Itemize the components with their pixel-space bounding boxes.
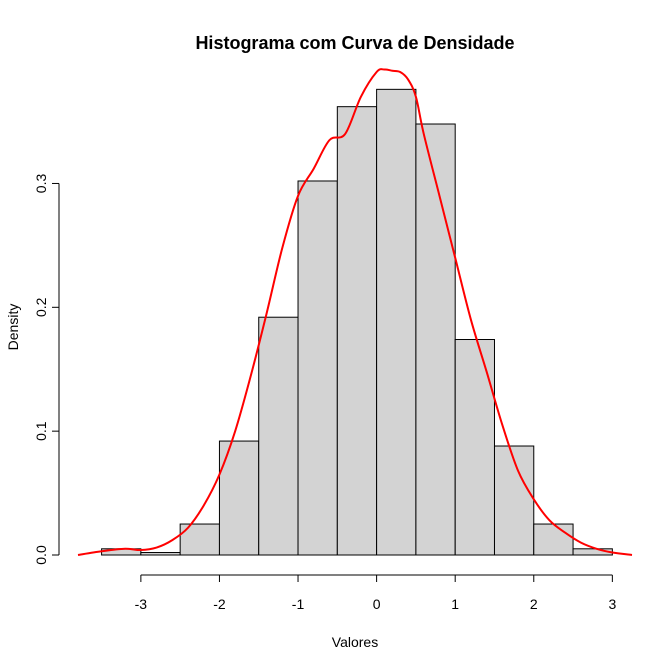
y-tick-label: 0.3 [33,174,49,194]
y-tick-label-group: 0.1 [33,421,49,441]
y-tick-label: 0.2 [33,297,49,317]
x-tick-label: 0 [373,596,381,612]
y-tick-label-group: 0.2 [33,297,49,317]
histogram-bar [415,123,456,556]
y-axis: 0.0 0.1 0.2 0.3 [33,174,60,565]
x-tick-label: 3 [608,596,616,612]
y-tick-label-group: 0.3 [33,174,49,194]
y-tick-label-group: 0.0 [33,545,49,565]
x-tick-label: -1 [292,596,305,612]
x-tick-label: 1 [451,596,459,612]
histogram-bar [376,88,417,556]
density-curve [77,68,633,556]
x-axis-label: Valores [332,634,378,650]
y-tick-label: 0.1 [33,421,49,441]
histogram-bar [454,339,495,556]
histogram-bar [258,316,299,556]
chart-title: Histograma com Curva de Densidade [195,33,514,53]
histogram-bars [101,88,613,556]
x-tick-label: 2 [530,596,538,612]
x-tick-label: -3 [135,596,148,612]
y-tick-label: 0.0 [33,545,49,565]
histogram-bar [140,552,181,556]
x-axis: -3 -2 -1 0 1 2 3 [135,574,616,612]
y-axis-label: Density [5,304,21,351]
histogram-bar [297,180,338,556]
histogram-bar [336,106,378,556]
histogram-bar [533,523,574,556]
x-tick-label: -2 [213,596,226,612]
